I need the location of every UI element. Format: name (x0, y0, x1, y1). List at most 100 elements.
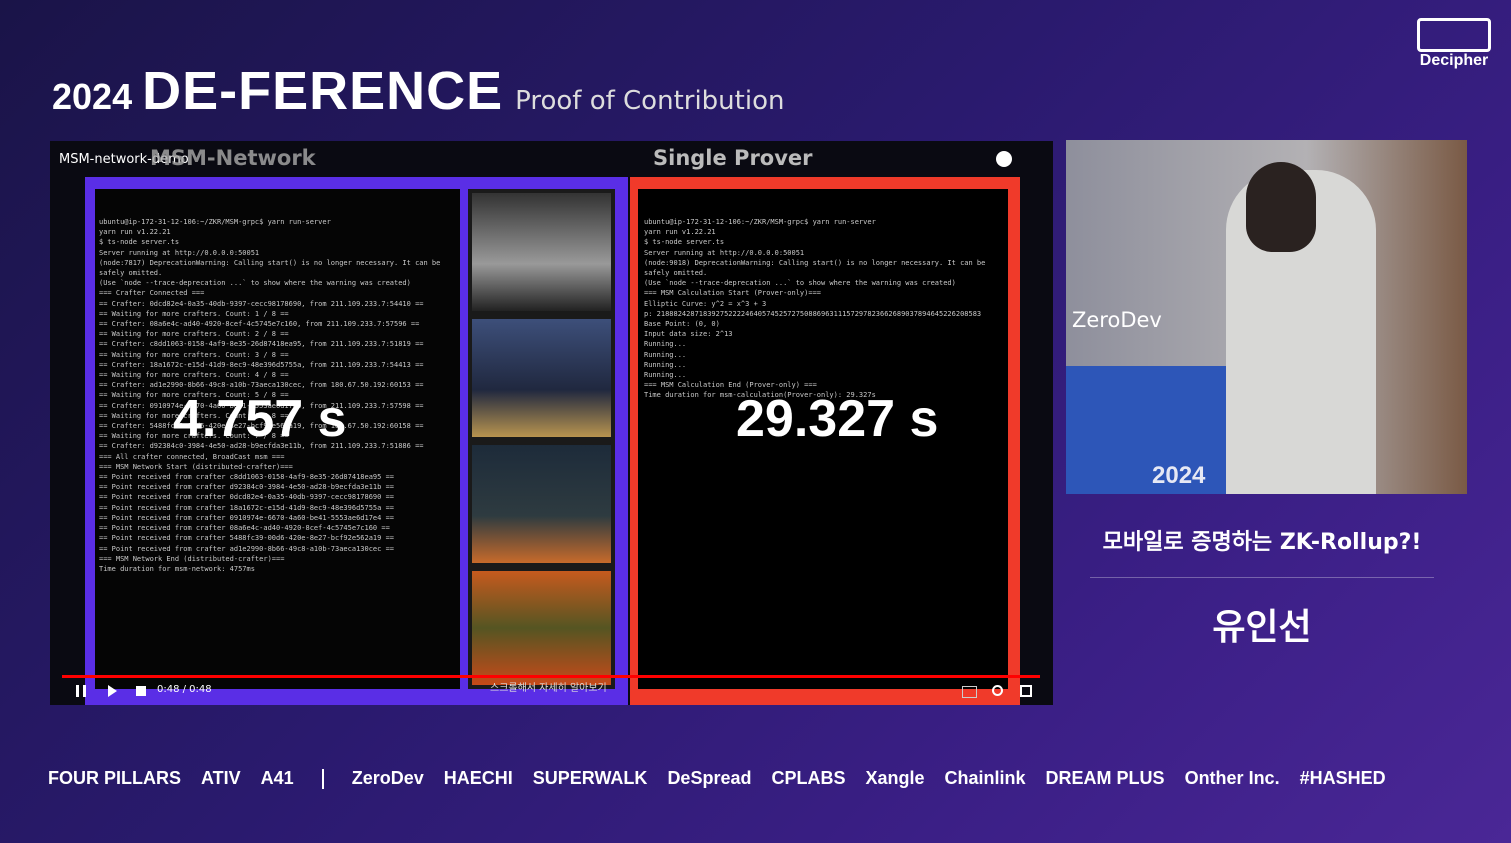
terminal-line: == Crafter: 08a6e4c-ad40-4920-8cef-4c574… (99, 320, 420, 329)
pause-button[interactable] (76, 685, 86, 697)
speaker-camera: ZeroDev 2024 (1066, 140, 1467, 494)
sponsor-logo: A41 (260, 768, 294, 788)
terminal-line: yarn run v1.22.21 (644, 228, 716, 237)
terminal-line: yarn run v1.22.21 (99, 228, 171, 237)
video-player[interactable]: MSM-network-demo MSM-Network Single Prov… (50, 141, 1053, 705)
sponsors: FOUR PILLARS ATIV A41 ZeroDev HAECHI SUPERWAL… (48, 768, 1406, 789)
terminal-line: Server running at http://0.0.0.0:50051 (644, 248, 805, 257)
terminal-line: == Crafter: 0dcd82e4-0a35-40db-9397-cecc… (99, 299, 424, 308)
terminal-line: $ ts-node server.ts (644, 238, 725, 247)
video-title: MSM-network-demo (59, 152, 189, 167)
speaker-name: 유인선 (1212, 607, 1312, 648)
terminal-line: Running... (644, 350, 687, 359)
right-label: Single Prover (653, 146, 813, 170)
terminal-line: == Crafter: 18a1672c-e15d-41d9-8ec9-48e3… (99, 360, 424, 369)
separator (321, 768, 324, 789)
terminal-line: == Point received from crafter 08a6e4c-a… (99, 524, 390, 533)
divider (1090, 577, 1434, 578)
left-terminal: ubuntu@ip-172-31-12-106:~/ZKR/MSM-grpc$ … (95, 189, 460, 689)
sponsor-logo: CPLABS (771, 768, 846, 788)
terminal-line: == Point received from crafter c8dd1063-… (99, 473, 395, 482)
terminal-line: == Point received from crafter 5488fc39-… (99, 534, 395, 543)
terminal-line: == Point received from crafter 18a1672c-… (99, 503, 395, 512)
watch-later[interactable] (996, 151, 1012, 167)
logo-text: Decipher (1419, 52, 1489, 69)
terminal-line: == Crafter: 5488fc39-00d6-420e-8e27-bcf9… (99, 422, 424, 431)
sponsor-logo: ATIV (201, 768, 241, 788)
camera-logo: ZeroDev (1072, 308, 1162, 332)
terminal-line: == Waiting for more crafters. Count: 2 /… (99, 330, 289, 339)
terminal-line: == Point received from crafter d92384c0-… (99, 483, 395, 492)
thumbnail (472, 319, 611, 437)
event: DE-FERENCE (142, 61, 504, 121)
terminal-line: Running... (644, 340, 687, 349)
terminal-line: === MSM Network Start (distributed-craft… (99, 462, 293, 471)
terminal-line: == Waiting for more crafters. Count: 1 /… (99, 309, 289, 318)
sponsor-logo: SUPERWALK (532, 768, 648, 788)
terminal-line: Server running at http://0.0.0.0:50051 (99, 248, 260, 257)
terminal-line: === All crafter connected, BroadCast msm… (99, 452, 285, 461)
terminal-line: p: 2188824287183927522224640574525727508… (644, 309, 982, 318)
camera-year: 2024 (1152, 462, 1206, 489)
terminal-line: Base Point: (0, 0) (644, 320, 720, 329)
terminal-line: Running... (644, 371, 687, 380)
sponsor-logo: DREAM PLUS (1045, 768, 1165, 788)
progress-bar[interactable] (62, 675, 1040, 678)
terminal-line: === Crafter Connected === (99, 289, 205, 298)
terminal-line: $ ts-node server.ts (99, 238, 180, 247)
terminal-line: (Use `node --trace-deprecation ...` to s… (644, 279, 956, 288)
terminal-line: safely omitted. (644, 269, 708, 278)
thumbnail (472, 445, 611, 563)
terminal-line: (node:9018) DeprecationWarning: Calling … (644, 258, 986, 267)
terminal-line: === MSM Calculation End (Prover-only) ==… (644, 381, 817, 390)
time-display: 0:48 / 0:48 (157, 684, 212, 695)
terminal-line: === MSM Calculation Start (Prover-only)=… (644, 289, 822, 298)
sponsor-logo: #HASHED (1299, 768, 1386, 788)
subtitles-button[interactable] (962, 686, 977, 698)
terminal-line: ubuntu@ip-172-31-12-106:~/ZKR/MSM-grpc$ … (99, 218, 331, 226)
logo: Decipher (1412, 18, 1496, 70)
subtitle: Proof of Contribution (515, 86, 785, 116)
terminal-line: == Point received from crafter 0910974e-… (99, 513, 395, 522)
terminal-line: (Use `node --trace-deprecation ...` to s… (99, 279, 411, 288)
settings-button[interactable] (992, 685, 1003, 696)
left-label: MSM-Network (150, 146, 316, 170)
thumbnail (472, 571, 611, 685)
terminal-line: == Waiting for more crafters. Count: 6 /… (99, 411, 289, 420)
terminal-line: == Waiting for more crafters. Count: 3 /… (99, 350, 289, 359)
more-link[interactable]: 스크롤해서 자세히 알아보기 (490, 683, 607, 694)
thumbnail (472, 193, 611, 311)
terminal-line: Time duration for msm-network: 4757ms (99, 564, 255, 573)
fullscreen-button[interactable] (1020, 685, 1032, 697)
terminal-line: safely omitted. (99, 269, 163, 278)
sponsor-logo: HAECHI (443, 768, 513, 788)
terminal-line: == Crafter: c8dd1063-0158-4af9-8e35-26d8… (99, 340, 424, 349)
header: 2024 DE-FERENCE Proof of Contribution (52, 60, 784, 122)
next-button[interactable] (108, 685, 117, 697)
terminal-line: ubuntu@ip-172-31-12-106:~/ZKR/MSM-grpc$ … (644, 218, 876, 226)
right-terminal: ubuntu@ip-172-31-12-106:~/ZKR/MSM-grpc$ … (638, 189, 1008, 689)
terminal-line: Input data size: 2^13 (644, 330, 733, 339)
terminal-line: == Crafter: ad1e2990-8b66-49c8-a10b-73ae… (99, 381, 424, 390)
speaker-head (1246, 162, 1316, 252)
right-panel: ubuntu@ip-172-31-12-106:~/ZKR/MSM-grpc$ … (630, 177, 1020, 705)
logo-mark (1417, 18, 1491, 52)
left-panel: ubuntu@ip-172-31-12-106:~/ZKR/MSM-grpc$ … (85, 177, 628, 705)
terminal-line: == Point received from crafter ad1e2990-… (99, 544, 395, 553)
terminal-line: (node:7817) DeprecationWarning: Calling … (99, 258, 441, 267)
terminal-line: Time duration for msm-calculation(Prover… (644, 391, 876, 400)
terminal-line: == Crafter: 0910974e-6670-4a60-be41-5553… (99, 401, 424, 410)
sponsor-logo: FOUR PILLARS (48, 768, 181, 788)
right-time: 29.327 s (736, 390, 939, 448)
terminal-line: == Waiting for more crafters. Count: 4 /… (99, 371, 289, 380)
sponsor-logo: Onther Inc. (1184, 768, 1280, 788)
year: 2024 (52, 76, 133, 117)
volume-button[interactable] (136, 686, 146, 696)
terminal-line: == Waiting for more crafters. Count: 7 /… (99, 432, 289, 441)
terminal-line: === MSM Network End (distributed-crafter… (99, 554, 285, 563)
left-time: 4.757 s (173, 390, 347, 448)
terminal-line: == Point received from crafter 0dcd82e4-… (99, 493, 395, 502)
sponsor-logo: Chainlink (944, 768, 1026, 788)
thumb-strip (468, 189, 615, 689)
